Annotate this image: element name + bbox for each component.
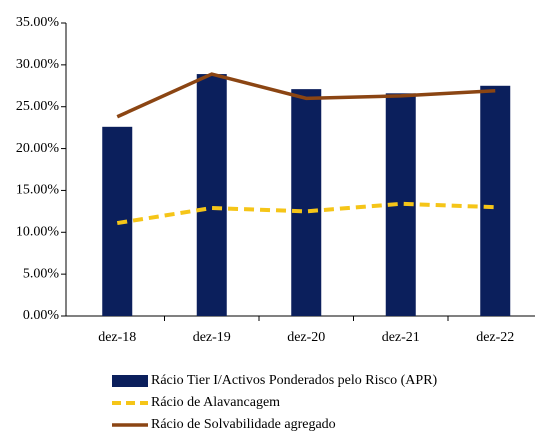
x-tick-label: dez-20 bbox=[287, 330, 325, 345]
bar bbox=[291, 89, 322, 317]
y-tick-label: 35.00% bbox=[16, 15, 60, 30]
bar bbox=[196, 74, 227, 317]
legend-swatch bbox=[112, 375, 148, 387]
y-tick-label: 10.00% bbox=[16, 225, 60, 240]
y-tick-label: 0.00% bbox=[23, 308, 60, 323]
y-tick-label: 15.00% bbox=[16, 183, 60, 198]
y-tick-label: 5.00% bbox=[23, 266, 60, 281]
y-tick-label: 30.00% bbox=[16, 57, 60, 72]
legend-label: Rácio Tier I/Activos Ponderados pelo Ris… bbox=[151, 373, 438, 388]
y-tick-label: 25.00% bbox=[16, 99, 60, 114]
y-tick-label: 20.00% bbox=[16, 141, 60, 156]
legend-label: Rácio de Alavancagem bbox=[151, 395, 280, 410]
legend-label: Rácio de Solvabilidade agregado bbox=[151, 417, 336, 432]
x-tick-label: dez-19 bbox=[193, 330, 231, 345]
x-tick-label: dez-21 bbox=[382, 330, 420, 345]
x-tick-label: dez-18 bbox=[98, 330, 136, 345]
bar bbox=[480, 85, 511, 317]
line bbox=[116, 72, 496, 119]
x-tick-label: dez-22 bbox=[476, 330, 514, 345]
